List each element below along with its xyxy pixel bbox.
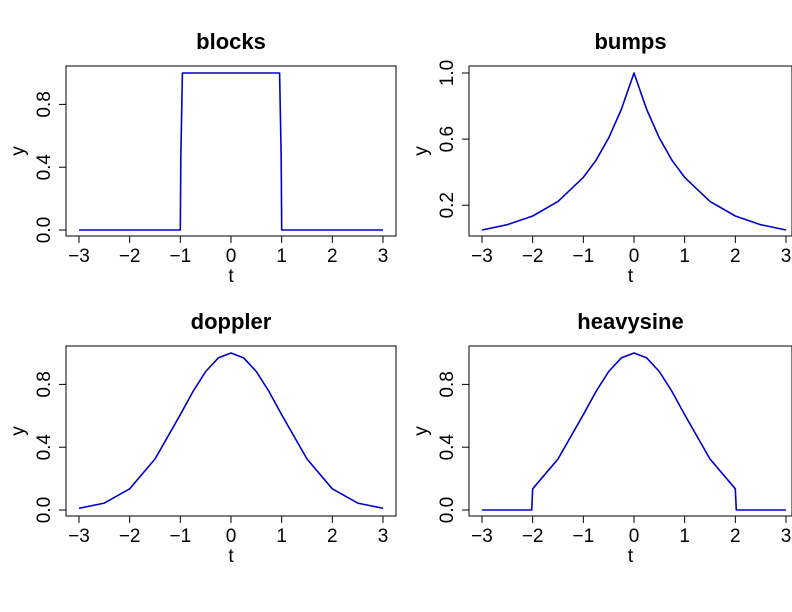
- panel-title: bumps: [594, 29, 666, 54]
- x-tick-label: 2: [327, 246, 338, 267]
- x-tick-label: 0: [629, 526, 640, 547]
- x-tick-label: −3: [68, 246, 90, 267]
- x-tick-label: 3: [378, 246, 389, 267]
- x-tick-label: 0: [226, 246, 237, 267]
- panel-title: blocks: [196, 29, 266, 54]
- plot-frame: [468, 65, 792, 237]
- x-tick-label: 2: [730, 526, 741, 547]
- y-tick-label: 0.4: [437, 434, 458, 461]
- y-tick-label: 0.0: [437, 497, 458, 523]
- x-tick-label: −1: [572, 526, 594, 547]
- x-tick-label: −2: [119, 246, 141, 267]
- x-axis-label: t: [228, 546, 234, 567]
- x-tick-label: −1: [169, 526, 191, 547]
- series-line: [78, 352, 384, 510]
- x-tick-label: −1: [169, 246, 191, 267]
- y-axis-label: y: [8, 426, 29, 436]
- x-axis-label: t: [628, 546, 634, 567]
- y-tick-label: 1.0: [437, 60, 458, 86]
- y-tick-label: 0.4: [34, 434, 55, 461]
- y-tick-label: 0.8: [34, 371, 55, 397]
- x-tick-label: −2: [522, 246, 544, 267]
- x-tick-label: 1: [679, 526, 690, 547]
- x-tick-label: −3: [471, 526, 493, 547]
- y-tick-label: 0.8: [34, 91, 55, 117]
- plot-frame: [65, 65, 397, 237]
- y-axis-label: y: [411, 146, 432, 156]
- x-tick-label: 1: [679, 246, 690, 267]
- x-axis-label: t: [228, 266, 234, 287]
- panel-title: heavysine: [577, 309, 683, 334]
- x-tick-label: 0: [226, 526, 237, 547]
- plot-frame: [468, 345, 792, 517]
- y-tick-label: 0.8: [437, 371, 458, 397]
- y-tick-label: 0.0: [34, 497, 55, 523]
- x-tick-label: 1: [276, 526, 287, 547]
- x-tick-label: −1: [572, 246, 594, 267]
- x-tick-label: −2: [119, 526, 141, 547]
- x-tick-label: 3: [378, 526, 389, 547]
- series-line: [482, 352, 786, 511]
- x-tick-label: 2: [730, 246, 741, 267]
- x-tick-label: 1: [276, 246, 287, 267]
- y-axis-label: y: [8, 146, 29, 156]
- x-tick-label: 3: [781, 246, 792, 267]
- y-tick-label: 0.0: [34, 217, 55, 243]
- plot-frame: [65, 345, 397, 517]
- x-tick-label: 2: [327, 526, 338, 547]
- y-tick-label: 0.6: [437, 126, 458, 152]
- series-line: [481, 72, 787, 231]
- y-tick-label: 0.4: [34, 154, 55, 181]
- x-tick-label: −3: [68, 526, 90, 547]
- x-tick-label: −2: [522, 526, 544, 547]
- x-axis-label: t: [628, 266, 634, 287]
- y-axis-label: y: [411, 426, 432, 436]
- panel-title: doppler: [191, 309, 272, 334]
- x-tick-label: 3: [781, 526, 792, 547]
- series-line: [79, 72, 383, 231]
- y-tick-label: 0.2: [437, 192, 458, 218]
- x-tick-label: 0: [629, 246, 640, 267]
- x-tick-label: −3: [471, 246, 493, 267]
